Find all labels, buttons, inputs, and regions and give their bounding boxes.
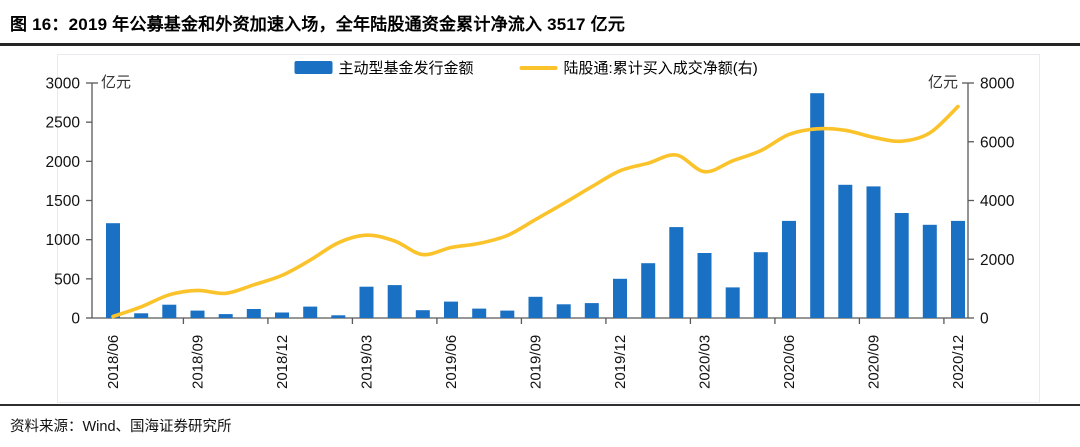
svg-text:2020/09: 2020/09 bbox=[866, 335, 883, 389]
bar bbox=[613, 278, 627, 318]
bar bbox=[810, 93, 825, 318]
bar bbox=[584, 303, 599, 318]
bar bbox=[415, 310, 430, 318]
svg-text:2019/03: 2019/03 bbox=[359, 335, 376, 389]
x-axis-tick-labels: 2018/06 2018/09 2018/12 2019/03 2019/06 2019/… bbox=[105, 335, 967, 389]
svg-text:2019/09: 2019/09 bbox=[528, 335, 545, 389]
bar bbox=[528, 296, 543, 318]
svg-text:2020/03: 2020/03 bbox=[697, 335, 714, 389]
line-series bbox=[111, 104, 960, 319]
bar bbox=[246, 309, 261, 318]
left-axis-unit-label: 亿元 bbox=[101, 74, 131, 91]
bar bbox=[753, 252, 768, 318]
svg-text:0: 0 bbox=[71, 311, 80, 328]
svg-text:0: 0 bbox=[980, 311, 989, 328]
bar bbox=[922, 224, 937, 318]
bar bbox=[866, 186, 881, 318]
bar bbox=[190, 310, 205, 318]
svg-text:2020/12: 2020/12 bbox=[950, 335, 967, 389]
bar bbox=[359, 286, 374, 318]
source-note: 资料来源：Wind、国海证券研究所 bbox=[10, 419, 232, 435]
svg-text:1500: 1500 bbox=[46, 193, 81, 210]
svg-text:4000: 4000 bbox=[980, 193, 1015, 210]
bar bbox=[782, 220, 796, 318]
svg-text:2019/06: 2019/06 bbox=[443, 335, 460, 389]
bar bbox=[641, 263, 656, 318]
bar bbox=[275, 312, 289, 318]
bar bbox=[134, 313, 149, 318]
bar bbox=[556, 304, 571, 318]
bar bbox=[331, 315, 346, 318]
svg-text:2500: 2500 bbox=[46, 115, 81, 132]
bar bbox=[106, 223, 120, 318]
bar bbox=[838, 184, 853, 318]
bar bbox=[444, 301, 458, 318]
svg-text:500: 500 bbox=[54, 271, 80, 288]
svg-text:2020/06: 2020/06 bbox=[781, 335, 798, 389]
bar bbox=[387, 285, 402, 318]
svg-text:2018/09: 2018/09 bbox=[190, 335, 207, 389]
bar-series bbox=[106, 93, 965, 318]
legend-label-bar-series: 主动型基金发行金额 bbox=[338, 60, 474, 77]
svg-text:2018/12: 2018/12 bbox=[274, 335, 291, 389]
bar bbox=[472, 308, 487, 318]
svg-text:3000: 3000 bbox=[46, 76, 81, 93]
svg-text:2000: 2000 bbox=[46, 154, 81, 171]
legend-item-line-series: 陆股通:累计买入成交净额(右) bbox=[519, 57, 758, 78]
figure-title: 图 16：2019 年公募基金和外资加速入场，全年陆股通资金累计净流入 3517… bbox=[10, 15, 626, 34]
left-axis-tick-labels: 0 500 1000 1500 2000 2500 3000 bbox=[46, 76, 81, 328]
bar bbox=[894, 213, 909, 318]
svg-text:6000: 6000 bbox=[980, 134, 1015, 151]
figure-footer: 资料来源：Wind、国海证券研究所 bbox=[0, 404, 1080, 447]
legend-item-bar-series: 主动型基金发行金额 bbox=[294, 57, 474, 78]
bar bbox=[725, 287, 740, 318]
bar bbox=[303, 306, 318, 318]
chart-canvas: 0 500 1000 1500 2000 2500 3000 0 2000 4000 6000 800… bbox=[46, 74, 1015, 389]
bar bbox=[669, 227, 684, 318]
right-axis-unit-label: 亿元 bbox=[928, 74, 958, 91]
svg-text:1000: 1000 bbox=[46, 232, 81, 249]
line-series-swatch-icon bbox=[519, 65, 558, 70]
right-axis-tick-labels: 0 2000 4000 6000 8000 bbox=[980, 76, 1015, 328]
svg-text:2019/12: 2019/12 bbox=[612, 335, 629, 389]
bar bbox=[162, 304, 177, 318]
bar bbox=[500, 310, 515, 318]
chart-legend: 主动型基金发行金额 陆股通:累计买入成交净额(右) bbox=[294, 57, 758, 78]
bar-series-swatch-icon bbox=[294, 61, 333, 74]
chart-area: 主动型基金发行金额 陆股通:累计买入成交净额(右) 0 500 1000 1500 20… bbox=[0, 46, 1080, 404]
svg-text:2000: 2000 bbox=[980, 252, 1015, 269]
bar bbox=[218, 314, 233, 318]
bar bbox=[697, 253, 712, 318]
figure-header: 图 16：2019 年公募基金和外资加速入场，全年陆股通资金累计净流入 3517… bbox=[0, 0, 1080, 46]
svg-text:2018/06: 2018/06 bbox=[105, 335, 122, 389]
legend-label-line-series: 陆股通:累计买入成交净额(右) bbox=[563, 60, 758, 77]
svg-text:8000: 8000 bbox=[980, 76, 1015, 93]
bar bbox=[951, 220, 965, 318]
